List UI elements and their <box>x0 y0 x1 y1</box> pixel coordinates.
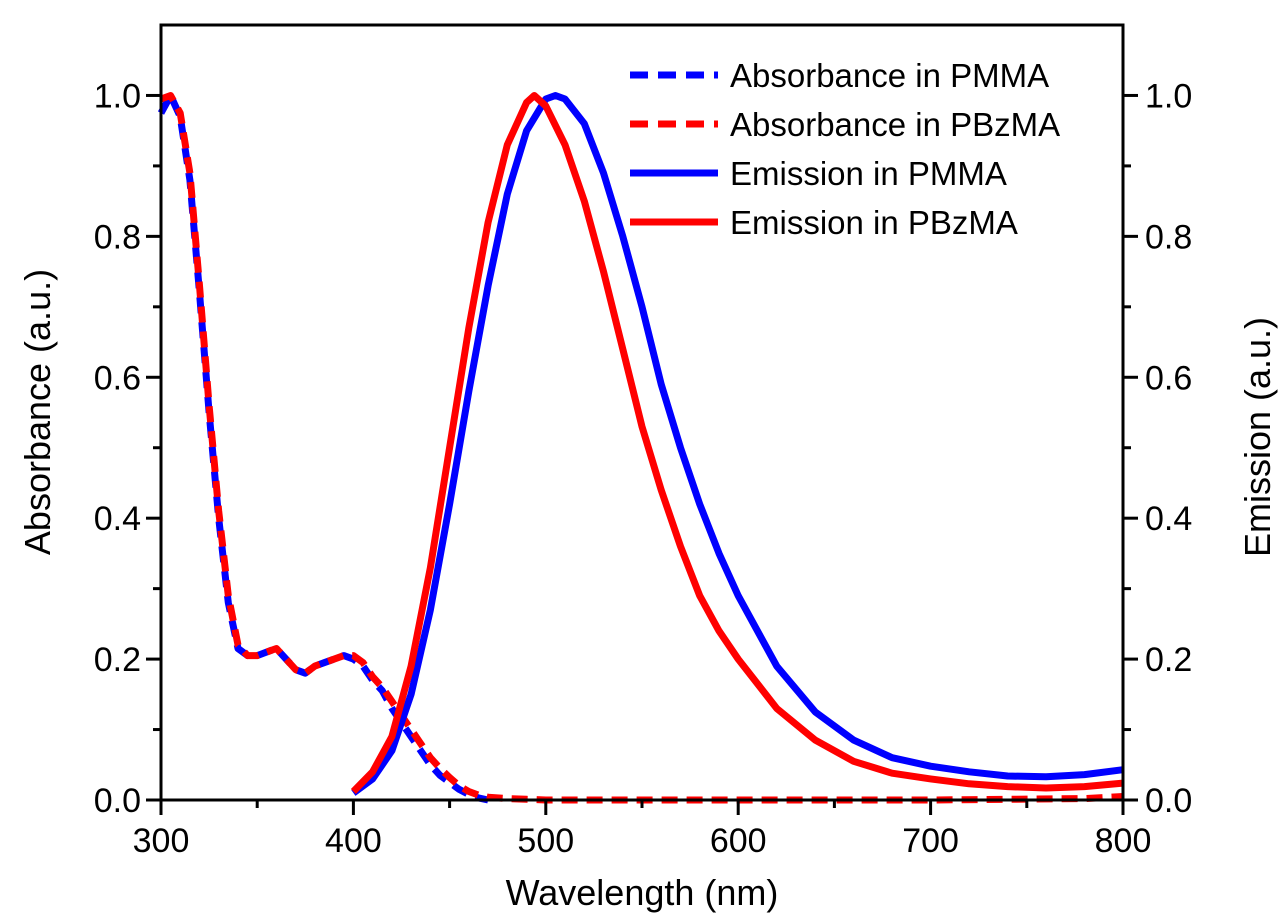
legend-label: Emission in PMMA <box>730 155 1007 192</box>
y2-tick-label: 0.8 <box>1145 218 1192 256</box>
x-tick-label: 800 <box>1095 822 1152 860</box>
y2-axis-title: Emission (a.u.) <box>1237 317 1278 557</box>
legend: Absorbance in PMMA Absorbance in PBzMA Emi… <box>630 57 1060 241</box>
y-tick-label: 0.4 <box>94 500 141 538</box>
legend-label: Emission in PBzMA <box>730 204 1018 241</box>
y-tick-label: 0.0 <box>94 782 141 820</box>
series-line-emission-in-pbzma <box>350 92 1124 794</box>
legend-label: Absorbance in PMMA <box>730 57 1049 94</box>
y2-tick-label: 1.0 <box>1145 77 1192 115</box>
y2-tick-label: 0.0 <box>1145 782 1192 820</box>
ticks-layer: 300 400 500 600 700 8000.00.20.40.60.81.00.00… <box>94 77 1193 860</box>
y2-tick-label: 0.2 <box>1145 641 1192 679</box>
y-tick-label: 0.2 <box>94 641 141 679</box>
x-axis-title: Wavelength (nm) <box>506 872 779 913</box>
series-line-emission-in-pmma <box>351 92 1124 796</box>
series-layer <box>157 92 1124 804</box>
x-tick-label: 600 <box>710 822 767 860</box>
y2-tick-label: 0.4 <box>1145 500 1192 538</box>
x-tick-label: 400 <box>325 822 382 860</box>
y-tick-label: 0.8 <box>94 218 141 256</box>
legend-label: Absorbance in PBzMA <box>730 106 1060 143</box>
y2-tick-label: 0.6 <box>1145 359 1192 397</box>
series-line-absorbance-in-pbzma <box>159 92 1124 804</box>
series-line-absorbance-in-pmma <box>157 92 489 804</box>
x-tick-label: 300 <box>133 822 190 860</box>
x-tick-label: 700 <box>902 822 959 860</box>
y-tick-label: 1.0 <box>94 77 141 115</box>
y-axis-title: Absorbance (a.u.) <box>17 269 58 555</box>
x-tick-label: 500 <box>517 822 574 860</box>
y-tick-label: 0.6 <box>94 359 141 397</box>
